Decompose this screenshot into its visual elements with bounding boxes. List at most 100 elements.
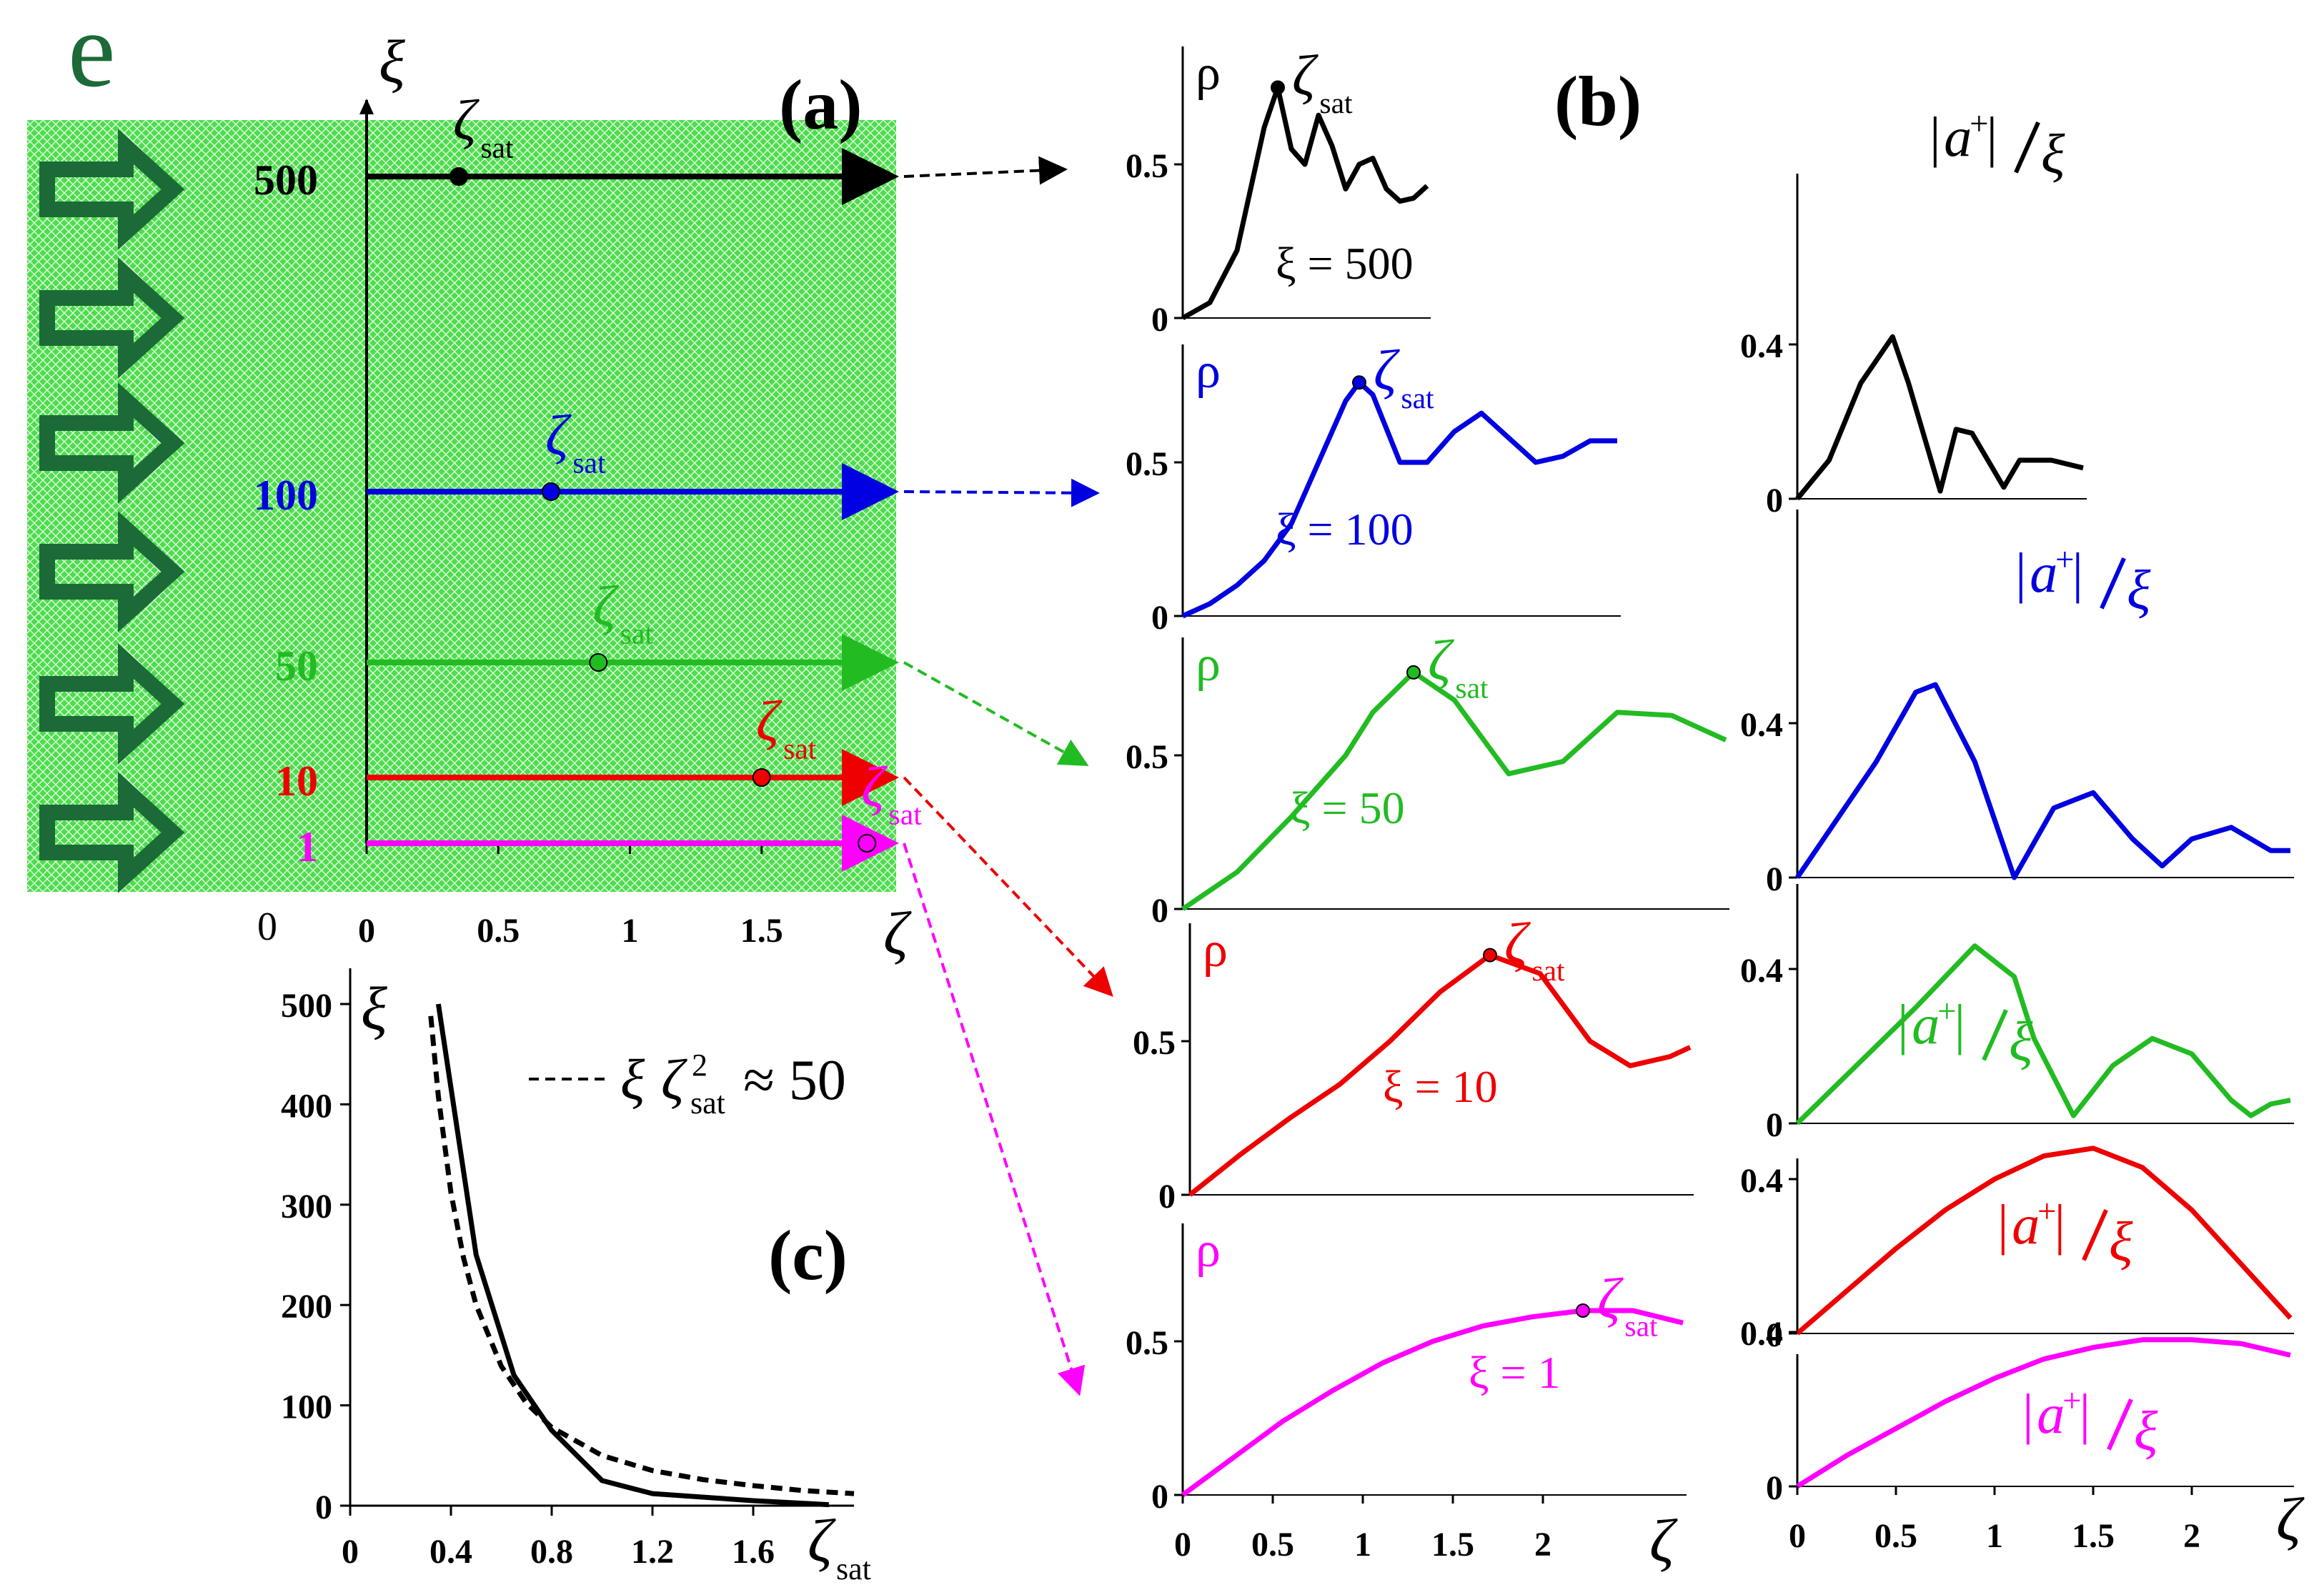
panel-c-ylabel: ξ (361, 974, 387, 1043)
rho-zeta-sat-100-sub: sat (1401, 382, 1434, 414)
amp-x-tick-label: 1.5 (2072, 1517, 2115, 1555)
panel-c-y-tick-label: 500 (281, 987, 332, 1025)
amp-curve-100 (1795, 682, 2290, 880)
panel-a-x-tick-label: 1 (622, 912, 639, 950)
amp-ylabel-50-bar-right: | (1955, 993, 1966, 1055)
rho-zeta-sat-1-sub: sat (1624, 1310, 1658, 1343)
amp-curve-500 (1795, 334, 2084, 501)
panel-a-point-1 (858, 834, 877, 853)
rho-y-tick-label: 0 (1151, 301, 1168, 339)
connector-arrow (903, 156, 1068, 185)
panel-c-xlabel: ζ (808, 1506, 836, 1575)
rho-ylabel-50: ρ (1196, 637, 1221, 692)
connector-arrow (903, 478, 1100, 507)
amp-ylabel-10-sup: + (2037, 1193, 2056, 1230)
rho-label-50: ξ = 50 (1290, 782, 1405, 833)
rho-zeta-sat-50-sub: sat (1455, 672, 1489, 705)
panel-c-y-tick-label: 0 (315, 1489, 332, 1526)
amp-ylabel-500-slash (2014, 121, 2040, 174)
panel-a-title: (a) (779, 65, 863, 144)
panel-a-label-100: 100 (254, 472, 318, 519)
amp-ylabel-10-a: a (2012, 1193, 2040, 1256)
rho-zeta-sat-1-zeta: ζ (1597, 1268, 1624, 1331)
panel-a-xlabel: ζ (883, 899, 912, 968)
panel-a-zeta-sat-50-zeta: ζ (592, 575, 619, 638)
rho-sat-point-50 (1406, 665, 1421, 680)
amp-y-tick-label: 0 (1766, 1106, 1783, 1144)
amp-ylabel-500-xi: ξ (2041, 122, 2065, 184)
figure-letter: e (68, 0, 116, 109)
panel-a-zeta-sat-10-zeta: ζ (756, 690, 783, 753)
amp-ylabel-100-sup: + (2055, 541, 2074, 578)
amp-ylabel-1-xi: ξ (2134, 1399, 2158, 1461)
pump-arrow-icon (39, 643, 185, 765)
connector-arrow (903, 661, 1089, 766)
panel-c-curve-solid (435, 1003, 829, 1508)
panel-a-zeta-sat-10-sub: sat (783, 732, 817, 765)
panel-a-zeta-sat-100-sub: sat (572, 447, 606, 480)
rho-sat-point-500 (1271, 80, 1285, 95)
panel-a-point-500 (449, 167, 468, 186)
pump-arrow-icon (39, 382, 185, 504)
amp-ylabel-100-slash (2100, 557, 2126, 610)
panel-b-title: (b) (1554, 61, 1642, 141)
rho-x-tick-label: 1 (1354, 1526, 1371, 1564)
rho-curve-1 (1181, 1308, 1684, 1497)
panel-c-y-tick-label: 200 (281, 1288, 332, 1326)
amp-ylabel-1-a: a (2037, 1383, 2065, 1445)
panel-c-x-tick-label: 1.2 (631, 1533, 674, 1571)
panel-c-y-tick-label: 400 (281, 1087, 332, 1125)
rho-y-tick-label: 0.5 (1126, 1324, 1168, 1362)
amp-ylabel-500-bar-left: | (1930, 106, 1941, 168)
connector-arrow (903, 776, 1113, 997)
rho-label-10: ξ = 10 (1383, 1061, 1498, 1112)
amp-y-tick-label: 0.4 (1740, 952, 1783, 990)
amp-curve-1 (1796, 1337, 2291, 1489)
rho-ylabel-500: ρ (1196, 46, 1221, 101)
pump-arrows (39, 129, 185, 893)
amplitude-panels: 00.4| a+| ξ00.4| a+| ξ00.4| a+| ξ00.4| a+| ξ00.4… (1740, 105, 2305, 1555)
panel-a-x-tick-label: 0 (358, 912, 375, 950)
rho-sat-point-1 (1576, 1303, 1590, 1318)
panel-a-label-50: 50 (275, 642, 318, 690)
panel-c-xlabel-sub: sat (836, 1551, 871, 1586)
rho-panel-50: 0 0.5 ζ sat ρ ξ = 50 (1126, 630, 1729, 930)
amp-ylabel-100-bar-right: | (2072, 542, 2084, 604)
rho-curve-500 (1181, 85, 1429, 321)
rho-curve-100 (1181, 379, 1617, 619)
amp-y-tick-label: 0.4 (1740, 1315, 1783, 1353)
amp-x-tick-label: 0.5 (1874, 1517, 1917, 1555)
rho-curve-50 (1181, 670, 1727, 911)
amp-ylabel-50-slash (1982, 1008, 2008, 1061)
rho-panel-10: 0 0.5 ζ sat ρ ξ = 10 (1133, 913, 1694, 1216)
pump-arrow-icon (39, 772, 185, 893)
amp-ylabel-1-sup: + (2062, 1382, 2081, 1419)
rho-xlabel: ζ (1649, 1506, 1678, 1575)
rho-x-tick-label: 0 (1174, 1526, 1191, 1564)
rho-zeta-sat-100-zeta: ζ (1374, 339, 1400, 402)
panel-a-xi-axis-arrowhead (359, 99, 374, 114)
panel-a-point-100 (541, 482, 560, 501)
rho-label-100: ξ = 100 (1276, 504, 1414, 555)
amp-y-tick-label: 0 (1766, 482, 1783, 520)
amp-ylabel-1-bar-right: | (2080, 1383, 2091, 1445)
rho-zeta-sat-500-sub: sat (1319, 86, 1353, 119)
amp-ylabel-500-a: a (1944, 106, 1972, 168)
amp-y-tick-label: 0.4 (1740, 1162, 1783, 1200)
rho-y-tick-label: 0 (1151, 599, 1168, 637)
amp-ylabel-10-bar-right: | (2055, 1193, 2066, 1256)
panel-c-legend-sub: sat (690, 1085, 725, 1121)
panel-c-x-tick-label: 1.6 (732, 1533, 775, 1571)
panel-a-zeta-sat-1-sub: sat (889, 798, 923, 831)
amp-y-tick-label: 0.4 (1740, 706, 1783, 744)
panel-a-zeta-sat-1-zeta: ζ (861, 756, 888, 819)
panel-a-point-10 (752, 768, 771, 787)
panel-a-point-50 (589, 653, 608, 672)
amp-y-tick-label: 0 (1766, 1316, 1783, 1354)
amp-y-tick-label: 0.4 (1740, 327, 1783, 365)
rho-y-tick-label: 0.5 (1126, 738, 1168, 776)
pump-arrow-icon (39, 129, 185, 250)
